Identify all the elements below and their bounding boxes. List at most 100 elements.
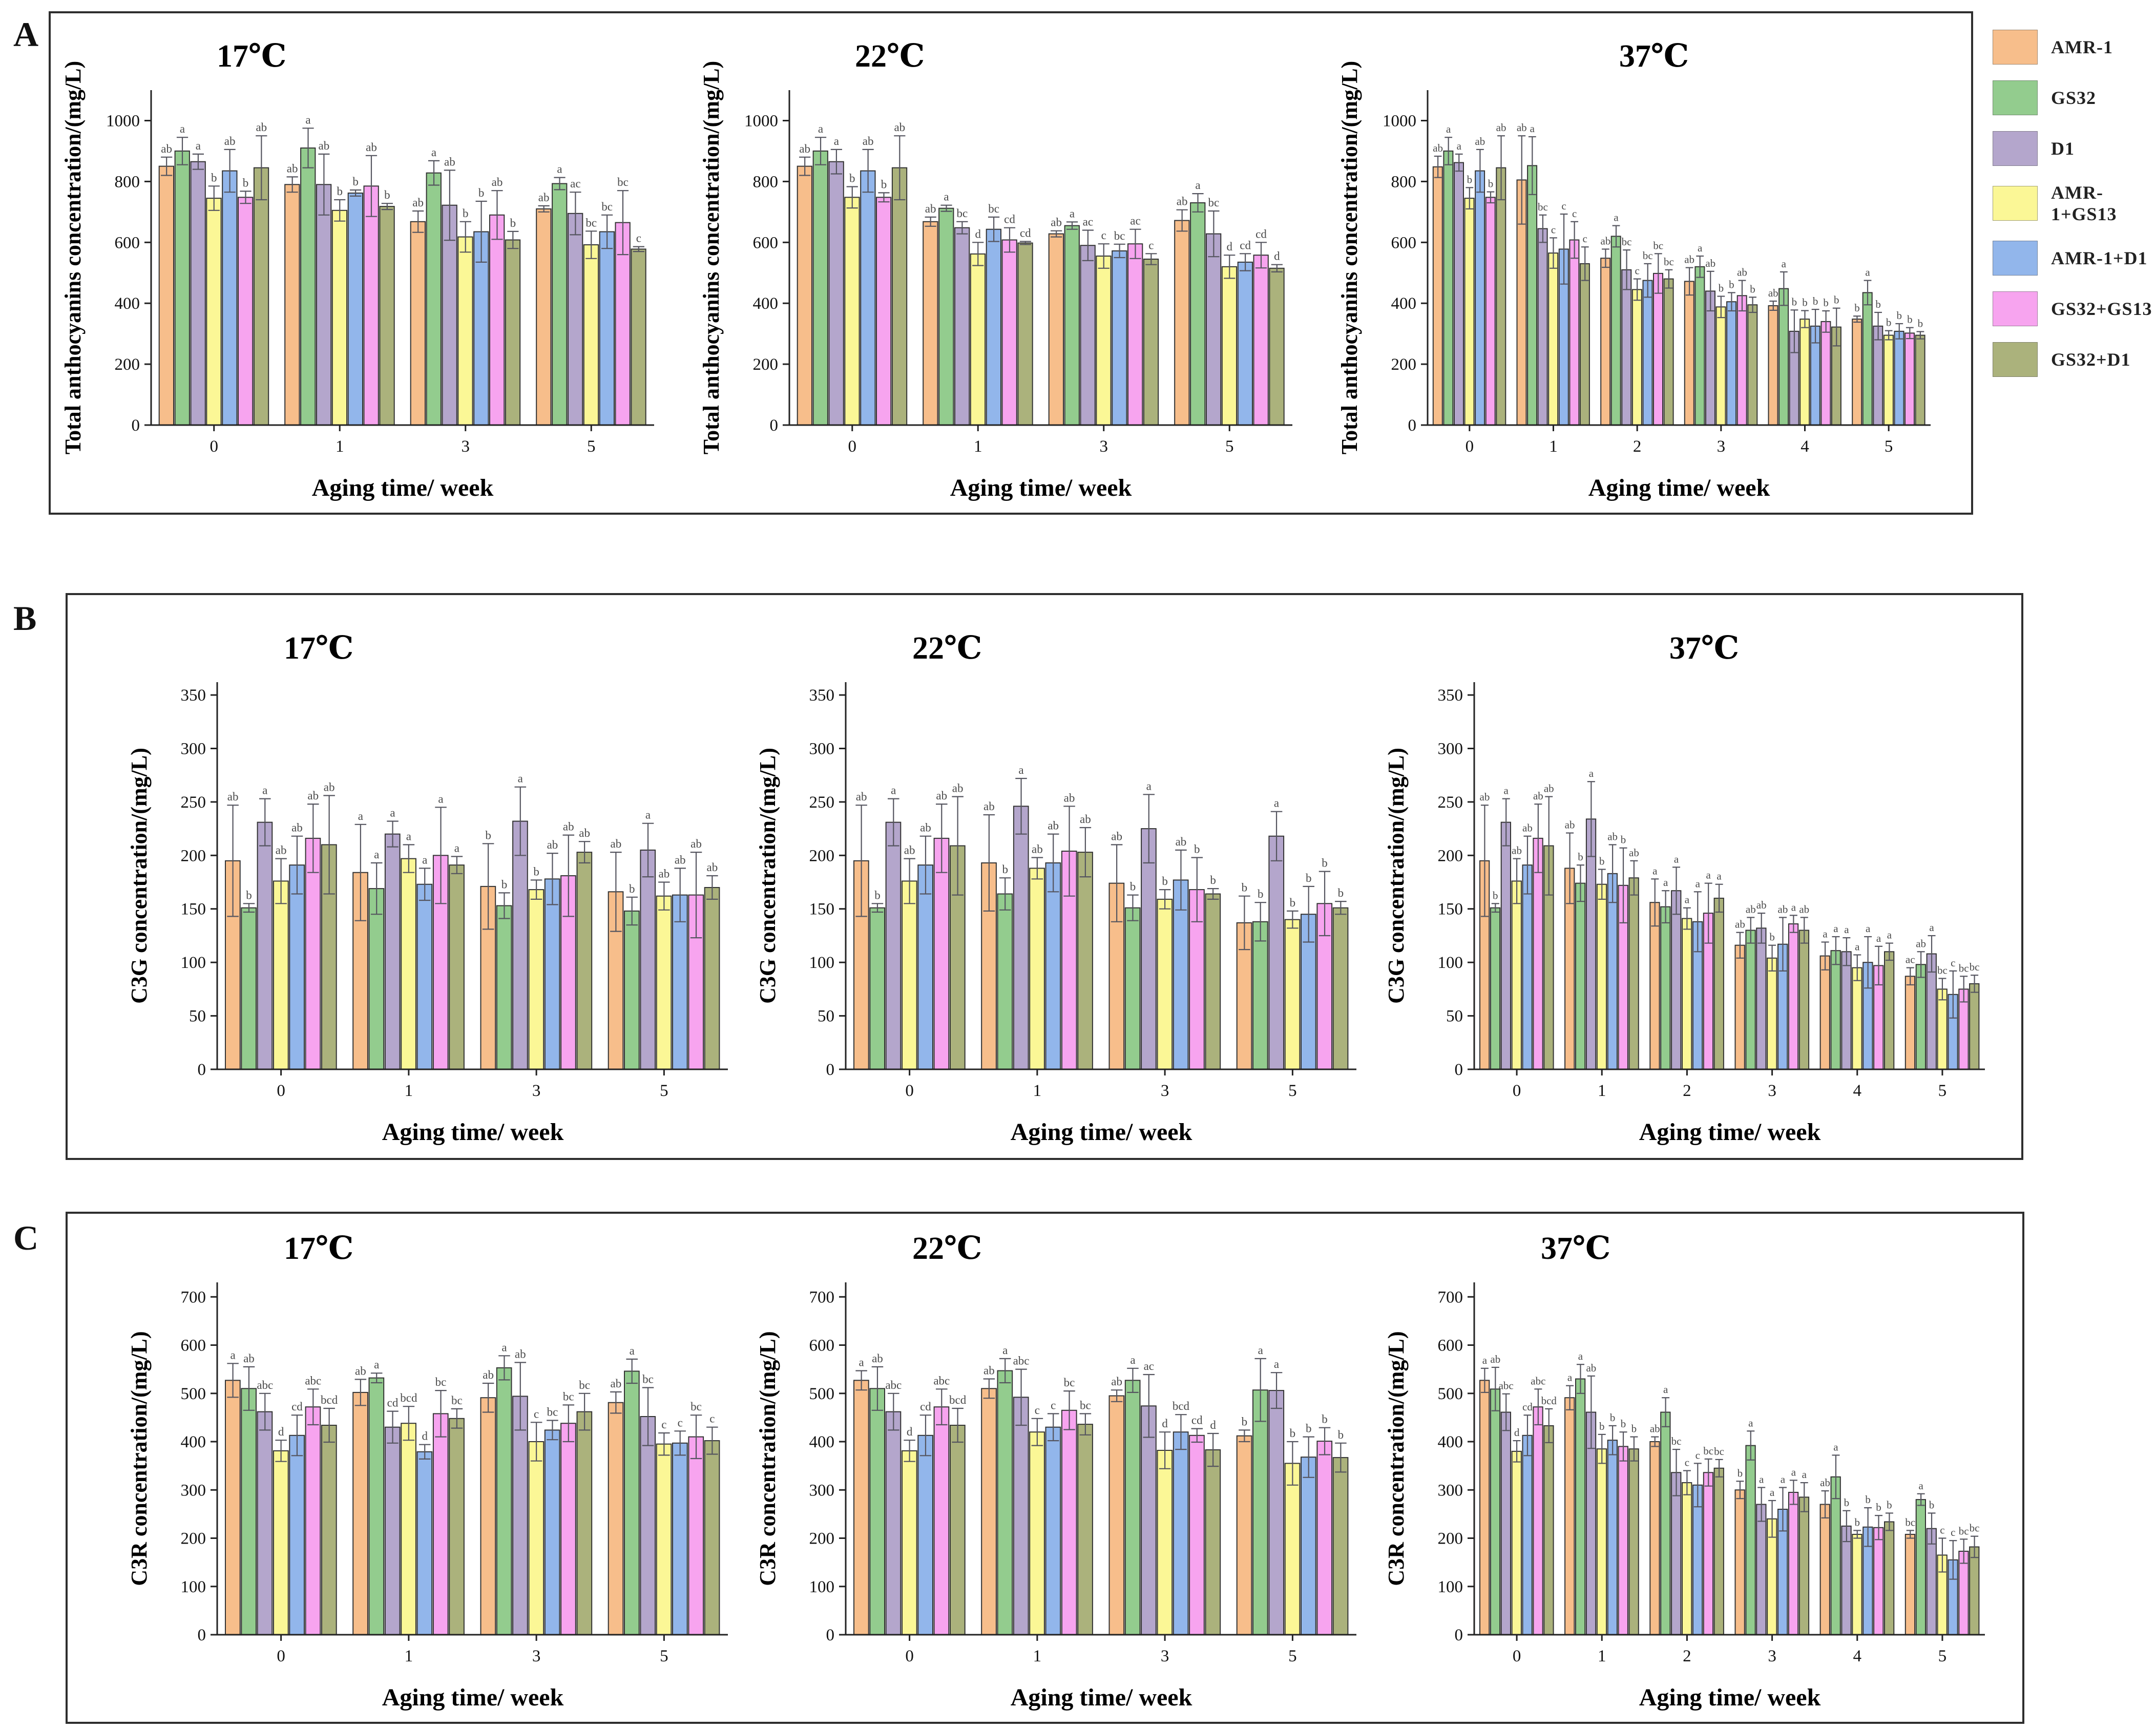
svg-text:1000: 1000 xyxy=(1383,112,1416,131)
significance-letter: b xyxy=(1719,282,1724,294)
bar xyxy=(257,1411,273,1635)
significance-letter: b xyxy=(1493,889,1498,901)
significance-letter: a xyxy=(1663,1383,1668,1396)
bar xyxy=(1064,225,1080,426)
significance-letter: ab xyxy=(920,821,931,834)
error-bar xyxy=(1455,153,1463,172)
error-bar xyxy=(1630,860,1638,896)
error-bar xyxy=(1778,1487,1787,1532)
significance-letter: bc xyxy=(1664,256,1674,268)
error-bar xyxy=(435,1390,447,1438)
bar xyxy=(368,1377,385,1635)
error-bar xyxy=(334,199,346,222)
bar xyxy=(1628,877,1639,1070)
bar xyxy=(624,910,640,1070)
error-bar xyxy=(904,1440,915,1462)
error-bar xyxy=(1704,882,1712,944)
bar xyxy=(917,864,933,1070)
svg-text:1: 1 xyxy=(1549,437,1558,456)
svg-text:5: 5 xyxy=(1225,437,1234,456)
significance-letter: a xyxy=(1663,876,1668,889)
error-bar xyxy=(1789,915,1797,933)
significance-letter: c xyxy=(1685,1456,1689,1469)
significance-letter: a xyxy=(1876,932,1881,944)
significance-letter: a xyxy=(1504,785,1509,797)
significance-letter: a xyxy=(1274,1358,1279,1370)
significance-letter: a xyxy=(1791,1466,1796,1478)
bar xyxy=(401,1423,416,1635)
significance-letter: ab xyxy=(307,789,319,802)
bar xyxy=(1915,334,1925,426)
error-bar xyxy=(1800,917,1808,944)
bar xyxy=(1454,162,1464,426)
svg-text:200: 200 xyxy=(181,847,206,865)
error-bar xyxy=(1917,1493,1925,1506)
significance-letter: ab xyxy=(1111,830,1122,842)
chart-b-17-: ab b a ab ab ab ab a a a a a a a b b a b ab ab ab ab b a ab ab ab a… xyxy=(124,625,736,1160)
svg-text:1: 1 xyxy=(1598,1647,1606,1665)
significance-letter: c xyxy=(534,1407,539,1420)
x-axis-title: Aging time/ week xyxy=(312,474,494,501)
svg-text:400: 400 xyxy=(753,294,779,313)
bar xyxy=(1747,304,1758,426)
bar xyxy=(1061,1409,1077,1635)
svg-text:3: 3 xyxy=(1768,1647,1776,1665)
y-axis-title: Total anthocyanins concentration/(mg/L) xyxy=(699,61,724,454)
bar xyxy=(1830,1476,1841,1635)
error-bar xyxy=(1270,811,1283,861)
bar xyxy=(1852,967,1862,1070)
x-axis-title: Aging time/ week xyxy=(1639,1118,1821,1146)
significance-letter: b xyxy=(1750,283,1755,295)
bar xyxy=(1543,1425,1554,1635)
legend-swatch-icon xyxy=(1993,291,2038,326)
error-bar xyxy=(1608,844,1617,903)
significance-letter: a xyxy=(358,810,363,822)
significance-letter: a xyxy=(834,135,839,147)
error-bar xyxy=(538,205,550,213)
svg-text:0: 0 xyxy=(1408,416,1417,435)
svg-text:0: 0 xyxy=(198,1626,206,1644)
svg-text:250: 250 xyxy=(1438,793,1463,812)
significance-letter: ab xyxy=(1820,1476,1830,1489)
significance-letter: bc xyxy=(1937,964,1948,977)
error-bar xyxy=(482,843,494,930)
error-bar xyxy=(610,852,622,932)
error-bar xyxy=(1693,1463,1702,1508)
significance-letter: ab xyxy=(1601,235,1611,247)
bar xyxy=(1511,880,1522,1070)
bar xyxy=(1206,233,1222,426)
svg-text:0: 0 xyxy=(1455,1061,1463,1079)
y-tick-labels: 0 50 100 150 200 250 300 350 xyxy=(809,686,846,1079)
significance-letter: ab xyxy=(276,844,287,857)
significance-letter: b xyxy=(1599,1420,1605,1432)
svg-text:3: 3 xyxy=(532,1647,541,1665)
bar xyxy=(1873,325,1883,426)
error-bar xyxy=(1176,209,1188,232)
error-bar xyxy=(1480,1367,1489,1393)
error-bar xyxy=(1971,975,1979,993)
bar xyxy=(869,1388,886,1635)
significance-letter: bcd xyxy=(949,1394,967,1406)
bar xyxy=(1830,950,1841,1070)
svg-text:100: 100 xyxy=(809,1578,835,1596)
svg-text:0: 0 xyxy=(277,1647,285,1665)
bar xyxy=(552,183,568,426)
x-axis-title: Aging time/ week xyxy=(1639,1684,1821,1711)
bar xyxy=(1332,1457,1349,1635)
bar xyxy=(1713,1467,1724,1635)
significance-letter: b xyxy=(1322,1413,1328,1426)
bar xyxy=(1628,1448,1639,1635)
significance-letter: b xyxy=(1802,297,1808,309)
error-bar xyxy=(1715,1459,1723,1477)
bar xyxy=(797,165,812,426)
significance-letter: a xyxy=(1802,1468,1807,1481)
bar xyxy=(1596,1448,1607,1635)
error-bar xyxy=(846,186,858,209)
error-bar xyxy=(1051,230,1062,238)
significance-letter: b xyxy=(1621,834,1626,846)
bar xyxy=(1618,1446,1628,1635)
error-bar xyxy=(894,135,906,201)
